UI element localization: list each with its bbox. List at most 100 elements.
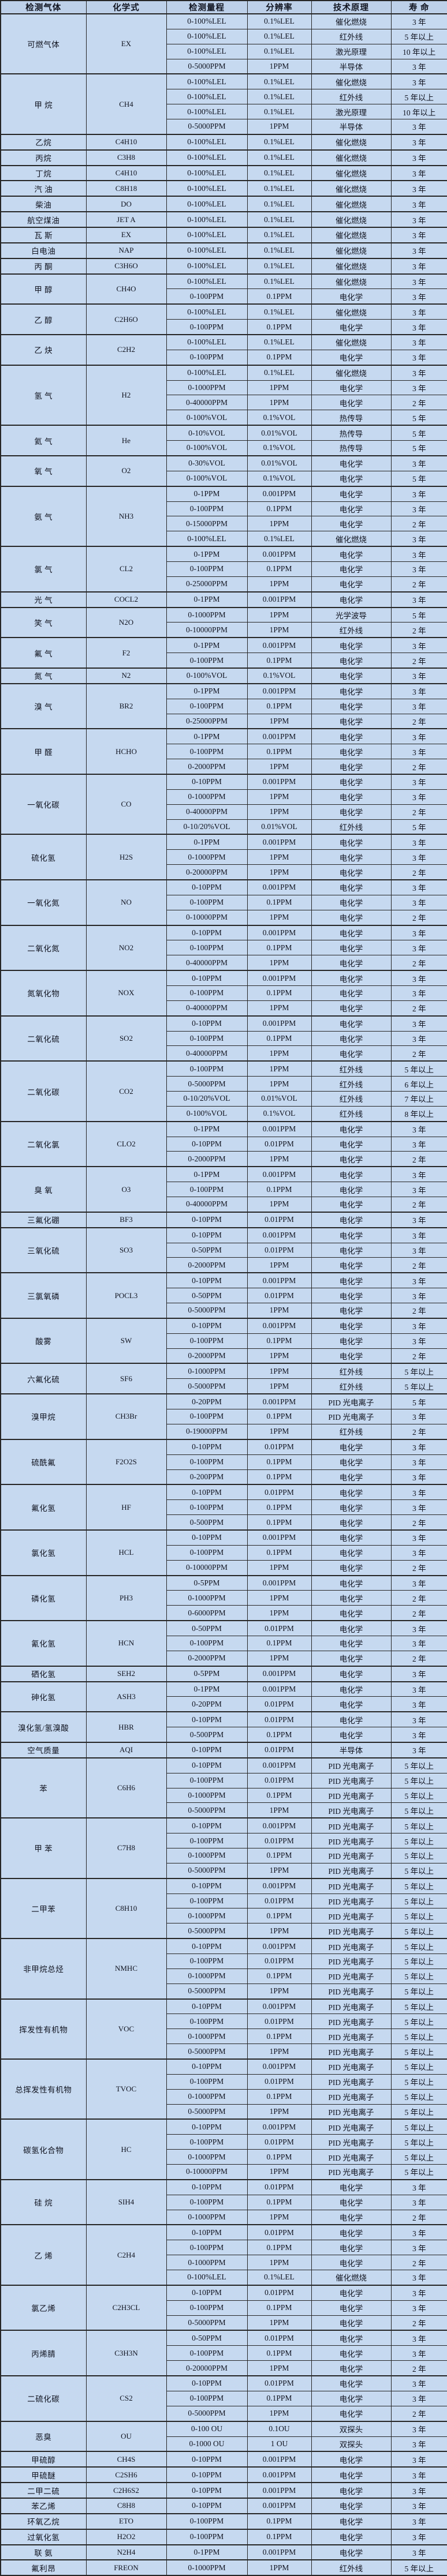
lifespan-cell: 3 年: [390, 485, 447, 502]
range-cell: 0-50PPM: [166, 2330, 248, 2346]
principle-cell: PID 光电离子: [311, 1893, 392, 1909]
resolution-cell: 0.1PPM: [247, 2240, 312, 2256]
resolution-cell: 1PPM: [247, 759, 312, 775]
principle-cell: 电化学: [311, 1136, 392, 1152]
range-cell: 0-2000PPM: [166, 759, 248, 775]
gas-name-cell: 乙烷: [0, 133, 87, 151]
gas-row: 硒化氢 SEH2 0-5PPM 0.001PPM 电化学 3 年: [0, 1665, 447, 1682]
principle-cell: 电化学: [311, 1499, 392, 1516]
gas-row: 0-500PPM 0.1PPM 电化学 3 年: [1, 1727, 447, 1743]
principle-cell: 电化学: [311, 546, 392, 562]
range-cell: 0-5000PPM: [166, 1983, 248, 2000]
principle-cell: 电化学: [311, 576, 392, 593]
resolution-cell: 0.1PPM: [247, 288, 312, 305]
lifespan-cell: 2 年: [390, 1423, 447, 1440]
lifespan-cell: 5 年以上: [390, 1060, 447, 1077]
principle-cell: 催化燃烧: [311, 73, 392, 90]
principle-cell: 电化学: [311, 380, 392, 396]
lifespan-cell: 5 年以上: [390, 1757, 447, 1773]
range-cell: 0-100%LEL: [166, 73, 248, 90]
range-cell: 0-10PPM: [166, 2375, 248, 2391]
resolution-cell: 0.1%LEL: [247, 164, 312, 181]
range-cell: 0-100%LEL: [166, 364, 248, 381]
lifespan-cell: 3 年: [390, 2513, 447, 2530]
resolution-cell: 1PPM: [247, 2164, 312, 2180]
gas-name-cell: 碳氢化合物: [0, 2118, 87, 2180]
resolution-cell: 0.001PPM: [247, 2466, 312, 2483]
resolution-cell: 1PPM: [247, 1363, 312, 1379]
lifespan-cell: 3 年: [390, 1696, 447, 1712]
lifespan-cell: 3 年: [390, 2390, 447, 2406]
lifespan-cell: 3 年: [390, 789, 447, 805]
range-cell: 0-100PPM: [166, 2073, 248, 2090]
gas-row: 氨 气 NH3 0-1PPM 0.001PPM 电化学 3 年: [0, 485, 447, 547]
gas-row: 环氧乙烷 ETO 0-100PPM 0.1PPM 电化学 3 年: [0, 2513, 447, 2530]
gas-row: 氰化氢 HCN 0-50PPM 0.01PPM 电化学 3 年: [0, 1620, 447, 1667]
resolution-cell: 0.1PPM: [247, 698, 312, 714]
formula-cell: HBR: [85, 1711, 167, 1743]
range-cell: 0-1000PPM: [166, 789, 248, 805]
gas-name-cell: 丙烯腈: [0, 2330, 87, 2376]
lifespan-cell: 5 年以上: [390, 2013, 447, 2030]
gas-name-cell: 乙 醇: [0, 303, 87, 335]
resolution-cell: 0.1PPM: [247, 940, 312, 956]
formula-cell: C6H6: [85, 1757, 167, 1818]
gas-name-cell: 二氧化硫: [0, 1015, 87, 1062]
principle-cell: 电化学: [311, 985, 392, 1001]
lifespan-cell: 2 年: [390, 1559, 447, 1576]
gas-row: 0-100PPM 0.1PPM 电化学 3 年: [1, 1333, 447, 1349]
column-header-range: 检测量程: [166, 0, 248, 14]
principle-cell: 电化学: [311, 1711, 392, 1728]
resolution-cell: 1PPM: [247, 2315, 312, 2331]
lifespan-cell: 3 年: [390, 2300, 447, 2316]
gas-name-cell: 甲 醇: [0, 273, 87, 305]
range-cell: 0-100PPM: [166, 2513, 248, 2530]
range-cell: 0-5000PPM: [166, 1378, 248, 1394]
range-cell: 0-1PPM: [166, 834, 248, 850]
formula-cell: BF3: [85, 1211, 167, 1228]
gas-name-cell: 硒化氢: [0, 1665, 87, 1682]
range-cell: 0-10PPM: [166, 2451, 248, 2468]
principle-cell: 电化学: [311, 1727, 392, 1743]
gas-row: 一氧化氮 NO 0-10PPM 0.001PPM 电化学 3 年: [0, 879, 447, 926]
resolution-cell: 1PPM: [247, 1060, 312, 1077]
principle-cell: 电化学: [311, 2528, 392, 2545]
gas-row: 0-100%LEL 0.1%LEL 催化燃烧 3 年: [1, 2270, 447, 2286]
gas-row: 0-1000PPM 0.1PPM PID 光电离子 5 年以上: [1, 2149, 447, 2165]
column-header-formula: 化学式: [85, 0, 167, 14]
principle-cell: 电化学: [311, 2544, 392, 2560]
resolution-cell: 0.001PPM: [247, 1120, 312, 1137]
principle-cell: 红外线: [311, 1091, 392, 1107]
principle-cell: PID 光电离子: [311, 1393, 392, 1410]
formula-cell: TVOC: [85, 2058, 167, 2120]
resolution-cell: 0.01PPM: [247, 1772, 312, 1788]
range-cell: 0-1000PPM: [166, 2088, 248, 2105]
lifespan-cell: 7 年以上: [390, 1091, 447, 1107]
principle-cell: 电化学: [311, 2466, 392, 2483]
range-cell: 0-100PPM: [166, 2194, 248, 2210]
resolution-cell: 1 OU: [247, 2436, 312, 2452]
principle-cell: 光学波导: [311, 606, 392, 623]
principle-cell: 催化燃烧: [311, 13, 392, 29]
lifespan-cell: 3 年: [390, 1242, 447, 1258]
range-cell: 0-10PPM: [166, 1438, 248, 1455]
gas-row: 0-10000PPM 1PPM 红外线 2 年: [1, 622, 447, 638]
gas-row: 乙 炔 C2H2 0-100%LEL 0.1%LEL 催化燃烧 3 年: [0, 334, 447, 366]
gas-name-cell: 笑 气: [0, 606, 87, 638]
range-cell: 0-10PPM: [166, 1877, 248, 1894]
range-cell: 0-10PPM: [166, 1529, 248, 1546]
principle-cell: 电化学: [311, 804, 392, 820]
lifespan-cell: 3 年: [390, 2436, 447, 2452]
lifespan-cell: 2 年: [390, 576, 447, 593]
resolution-cell: 0.001PPM: [247, 1166, 312, 1183]
gas-row: 非甲烷总烃 NMHC 0-10PPM 0.001PPM PID 光电离子 5 年以上: [0, 1938, 447, 2000]
gas-name-cell: 氯乙烯: [0, 2284, 87, 2331]
principle-cell: 电化学: [311, 1590, 392, 1606]
gas-name-cell: 二氧化氯: [0, 1120, 87, 1167]
lifespan-cell: 2 年: [390, 1000, 447, 1017]
resolution-cell: 0.1PPM: [247, 2345, 312, 2361]
resolution-cell: 0.01%VOL: [247, 425, 312, 441]
range-cell: 0-10PPM: [166, 1317, 248, 1334]
gas-row: 氯 气 CL2 0-1PPM 0.001PPM 电化学 3 年: [0, 546, 447, 593]
range-cell: 0-5000PPM: [166, 1076, 248, 1092]
